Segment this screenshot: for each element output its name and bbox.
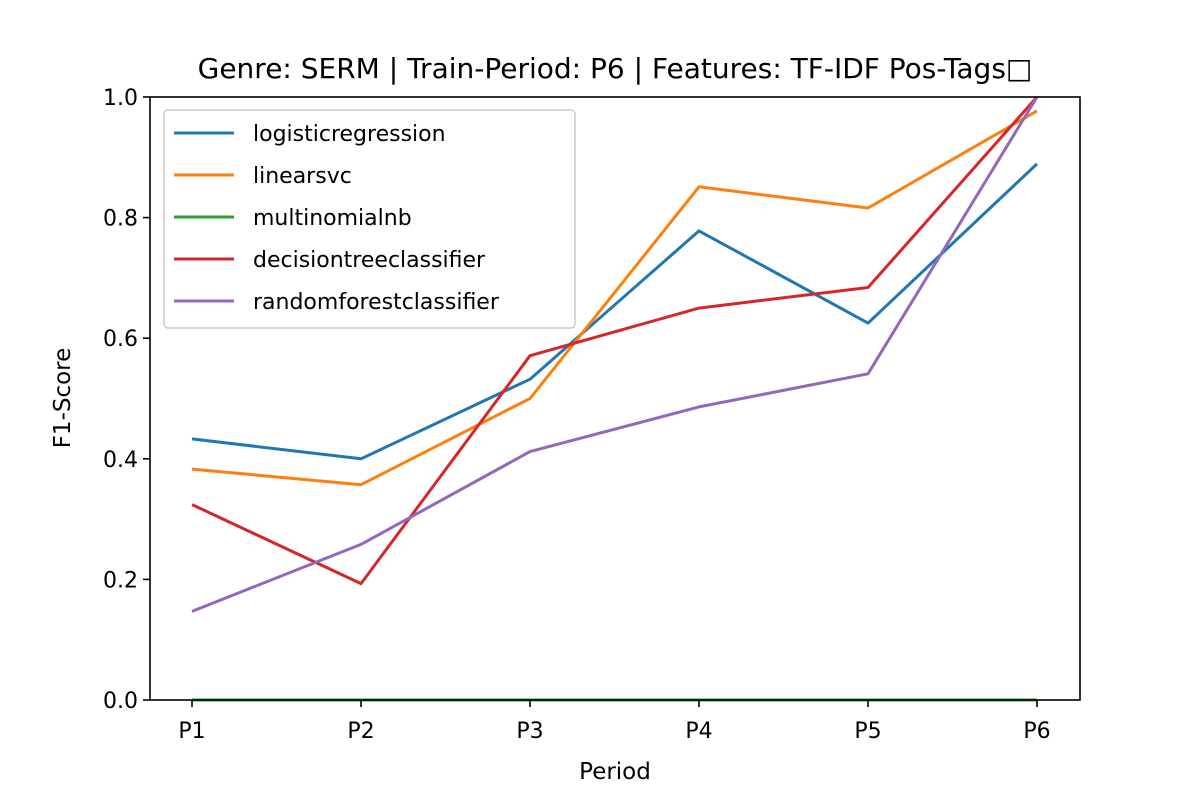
y-tick-label: 0.2: [103, 568, 138, 593]
series-line-randomforestclassifier: [191, 96, 1039, 613]
y-tick-label: 1.0: [103, 86, 138, 111]
legend-label: linearsvc: [253, 164, 352, 189]
legend-label: multinomialnb: [253, 206, 412, 231]
plot-area: P1 P2 P3 P4 P5 P6 0.0 0.2 0.4 0.6 0.8 1.0 logisticre…: [103, 86, 1081, 744]
x-axis-label: Period: [579, 759, 651, 785]
y-tick-label: 0.6: [103, 327, 138, 352]
y-axis-label: F1-Score: [50, 348, 76, 449]
y-tick-label: 0.8: [103, 207, 138, 232]
y-tick-label: 0.4: [103, 448, 138, 473]
chart-title: Genre: SERM | Train-Period: P6 | Feature…: [198, 52, 1033, 85]
series-line-decisiontreeclassifier: [191, 96, 1039, 586]
y-tick-label: 0.0: [103, 689, 138, 714]
x-tick-label: P4: [685, 719, 712, 744]
legend-label: decisiontreeclassifier: [253, 248, 486, 273]
x-tick-label: P2: [347, 719, 374, 744]
legend-box: [163, 109, 576, 329]
legend-label: randomforestclassifier: [253, 290, 500, 315]
x-tick-label: P6: [1023, 719, 1050, 744]
x-tick-label: P5: [854, 719, 881, 744]
legend-label: logisticregression: [253, 122, 446, 147]
series-line-logisticregression: [191, 162, 1039, 461]
x-tick-label: P3: [516, 719, 543, 744]
series-line-linearsvc: [191, 109, 1038, 487]
plot-frame: [149, 96, 1081, 701]
legend: logisticregression linearsvc multinomialnb…: [163, 109, 576, 329]
x-tick-label: P1: [178, 719, 205, 744]
